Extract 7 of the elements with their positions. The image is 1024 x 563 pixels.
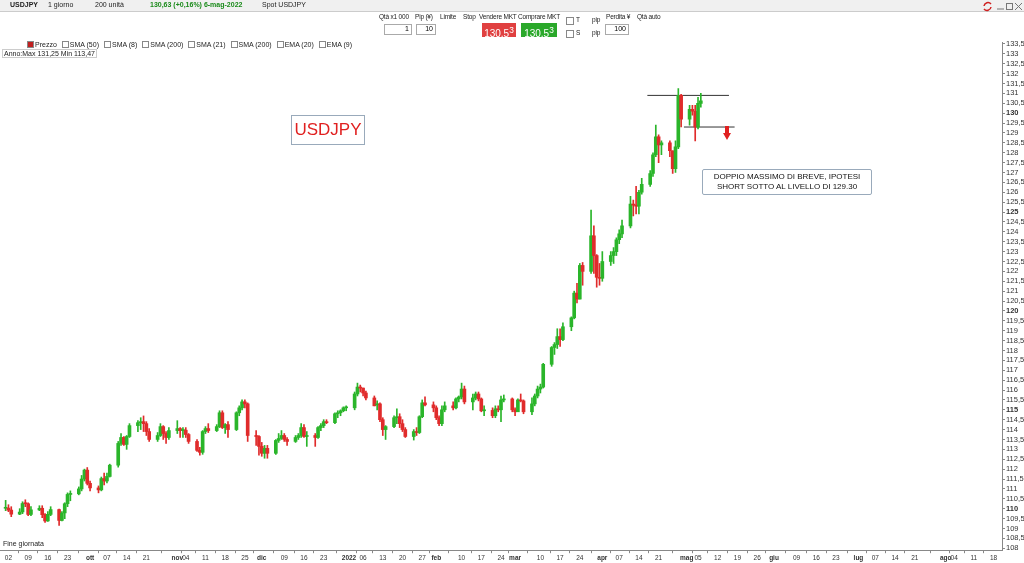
annotation: USDJPY — [294, 120, 362, 140]
text: 130,5$^{3}$ — [484, 25, 514, 40]
annotation: DOPPIO MASSIMO DI BREVE, IPOTESI SHORT SOTTO AL LIVELLO DI 129.30 — [703, 172, 871, 192]
text: 130,5$^{3}$ — [524, 25, 554, 40]
candlestick — [313, 433, 318, 447]
candlestick — [304, 431, 309, 447]
candlestick — [395, 408, 399, 424]
